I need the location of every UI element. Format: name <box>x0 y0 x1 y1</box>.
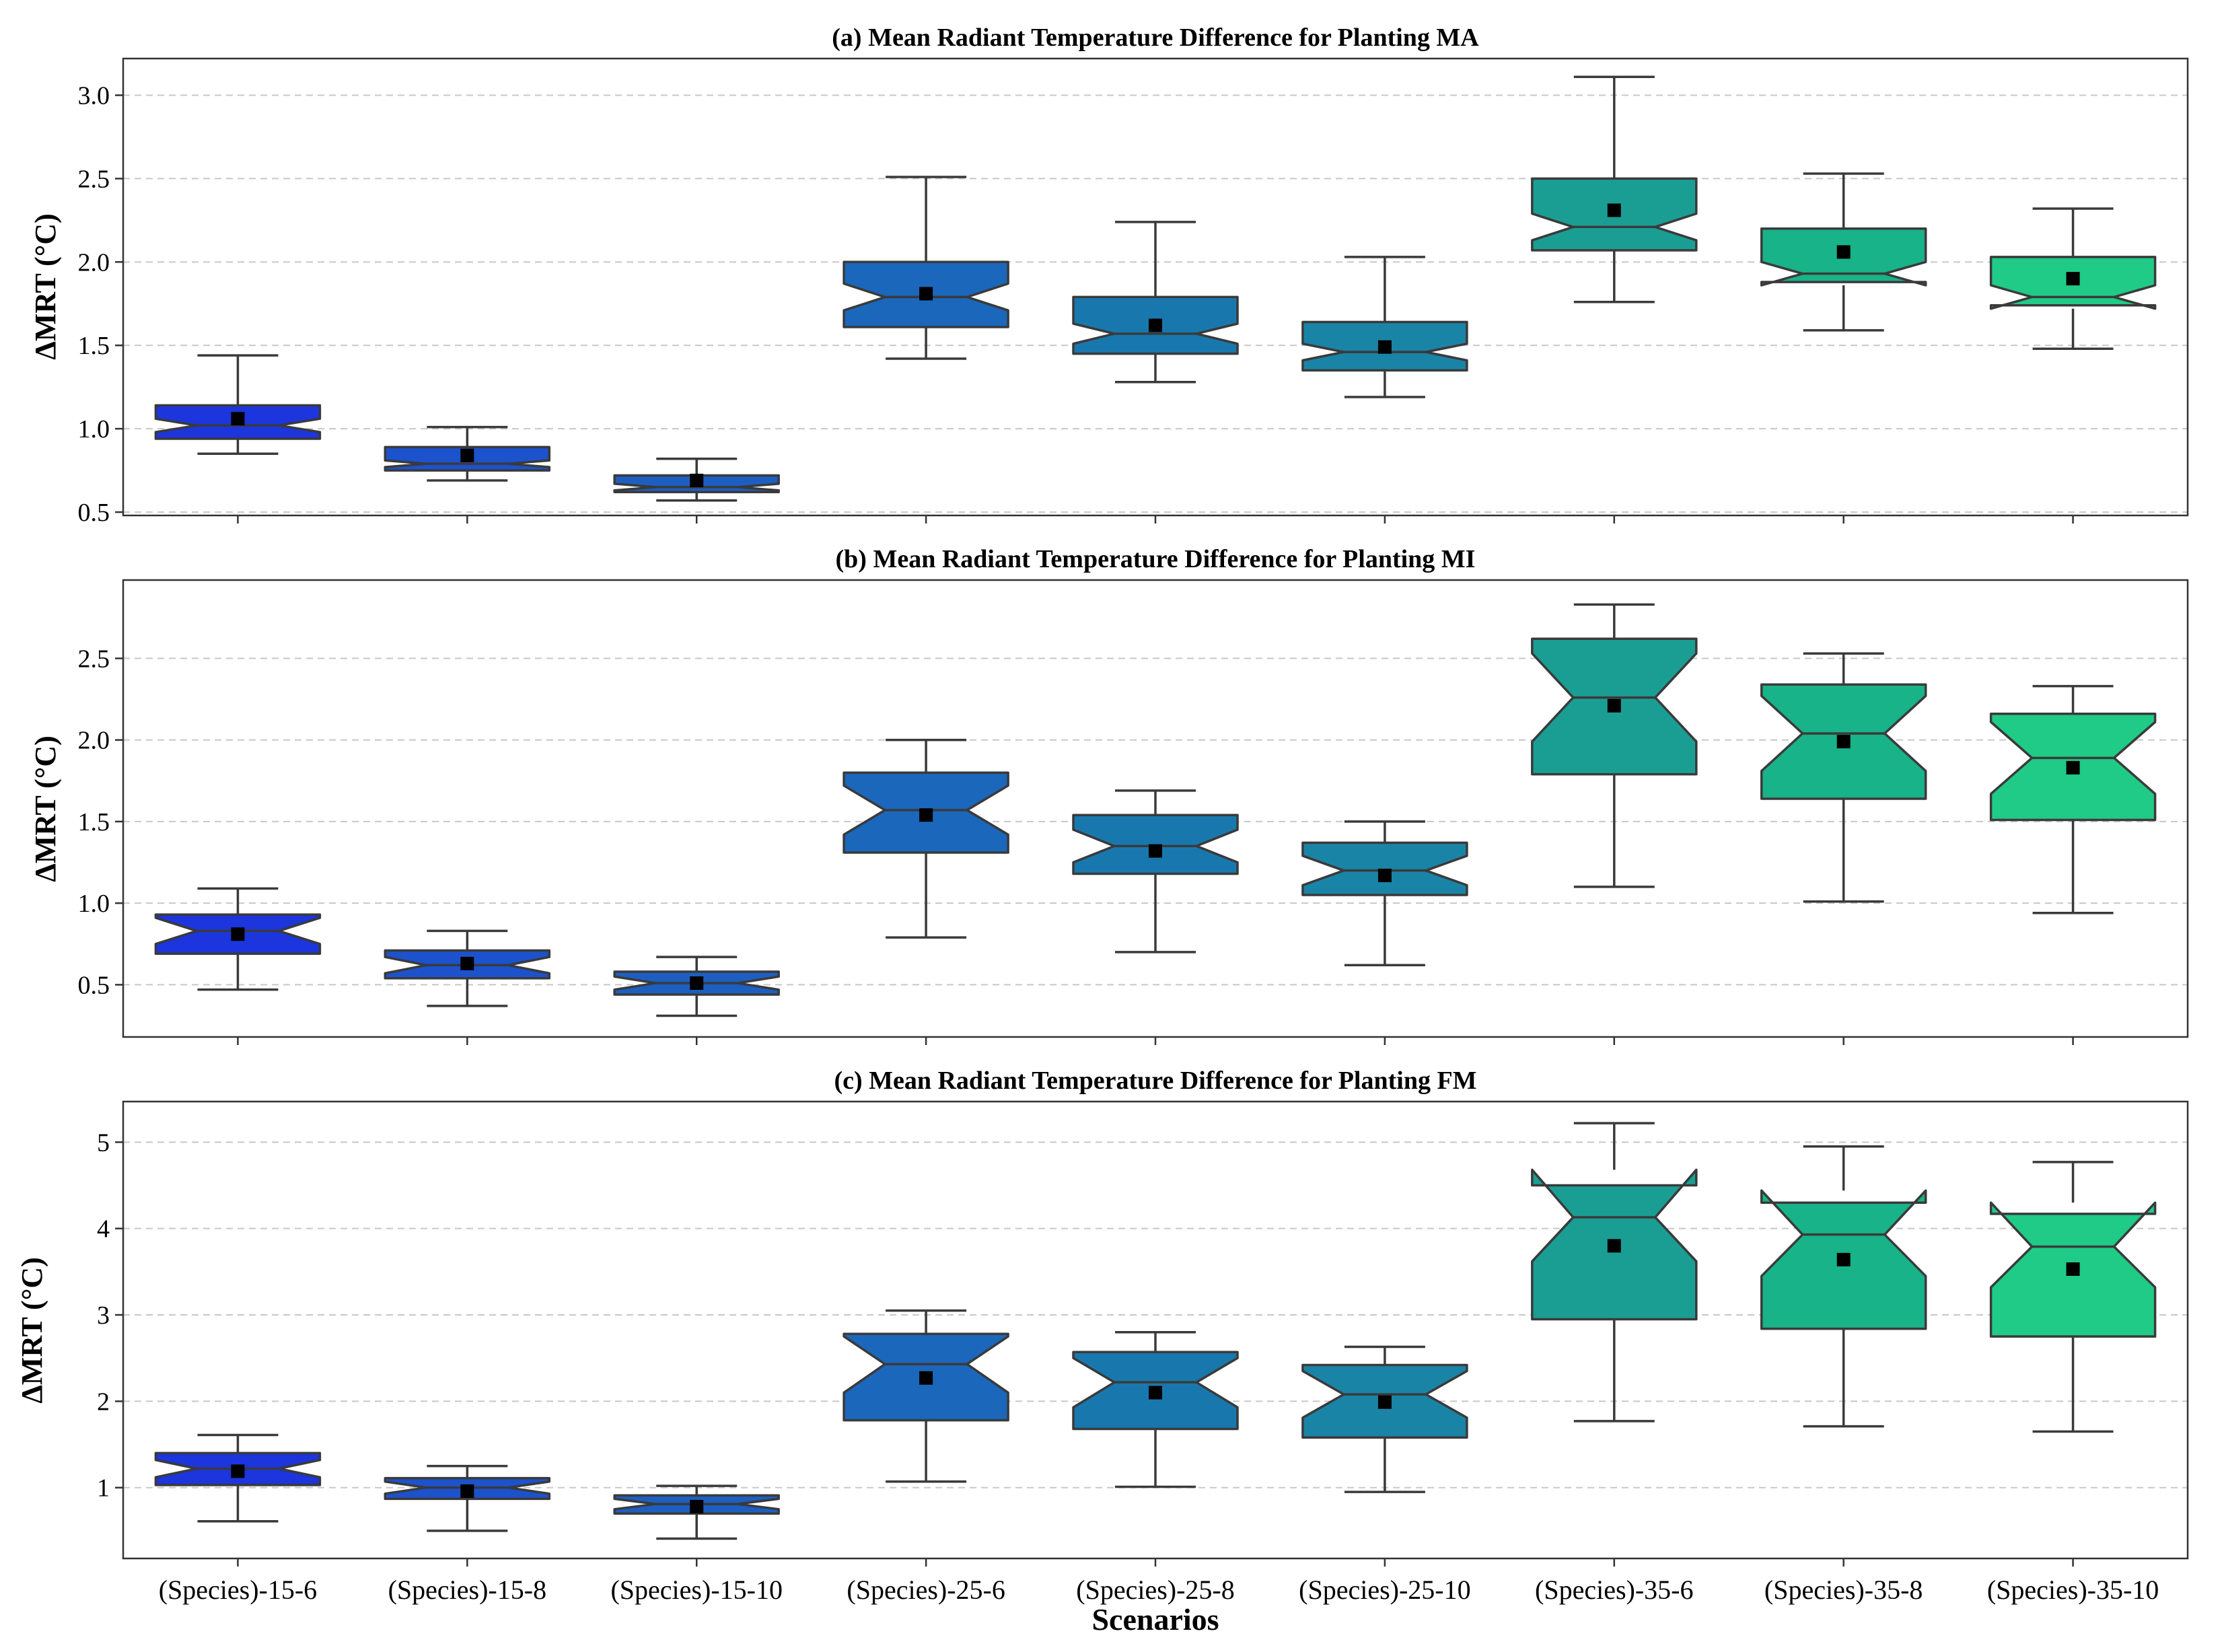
mean-marker <box>1607 1239 1621 1253</box>
mean-marker <box>919 1371 933 1385</box>
mean-marker <box>1836 245 1851 259</box>
y-ticks: 0.5 1.0 1.5 2.0 2.5 <box>78 645 123 999</box>
x-tick-labels: (Species)-15-6 (Species)-15-8 (Species)-15… <box>159 1575 2159 1605</box>
chart-title: (c) Mean Radiant Temperature Difference … <box>834 1067 1476 1095</box>
x-tick-label: (Species)-15-8 <box>388 1575 546 1605</box>
panel-c: (c) Mean Radiant Temperature Difference … <box>15 1067 2189 1637</box>
mean-marker <box>919 808 933 822</box>
mean-marker <box>1607 698 1621 713</box>
mean-marker <box>1836 735 1851 749</box>
mean-marker <box>690 976 704 990</box>
boxes <box>154 603 2157 1017</box>
y-tick-label: 1.5 <box>78 332 110 360</box>
chart-title: (a) Mean Radiant Temperature Difference … <box>832 24 1479 52</box>
x-axis-label: Scenarios <box>1091 1602 1219 1637</box>
x-tick-label: (Species)-35-6 <box>1535 1575 1693 1605</box>
y-tick-label: 1.0 <box>78 890 110 918</box>
mean-marker <box>1149 1386 1162 1400</box>
mean-marker <box>1149 318 1162 332</box>
x-tick-label: (Species)-15-6 <box>159 1575 317 1605</box>
mean-marker <box>1607 203 1621 217</box>
y-tick-label: 5 <box>97 1128 110 1157</box>
y-tick-label: 1.5 <box>78 808 110 836</box>
y-axis-label: ΔMRT (°C) <box>29 213 62 360</box>
mean-marker <box>690 473 704 487</box>
mean-marker <box>1149 844 1162 858</box>
x-tick-label: (Species)-25-10 <box>1299 1575 1470 1605</box>
mean-marker <box>690 1499 704 1513</box>
x-ticks <box>237 515 2074 524</box>
y-ticks: 1 2 3 4 5 <box>97 1128 123 1503</box>
y-ticks: 0.5 1.0 1.5 2.0 2.5 3.0 <box>78 82 123 527</box>
y-tick-label: 0.5 <box>78 971 110 999</box>
mean-marker <box>1377 868 1392 882</box>
boxes <box>154 1122 2157 1540</box>
y-tick-label: 2.0 <box>78 248 110 277</box>
x-tick-label: (Species)-35-8 <box>1764 1575 1923 1605</box>
y-tick-label: 1 <box>97 1474 110 1503</box>
mean-marker <box>231 412 245 426</box>
y-tick-label: 0.5 <box>78 499 110 527</box>
x-tick-label: (Species)-25-8 <box>1076 1575 1234 1605</box>
panel-b: (b) Mean Radiant Temperature Difference … <box>29 545 2189 1045</box>
x-tick-label: (Species)-25-6 <box>847 1575 1005 1605</box>
mean-marker <box>231 927 245 941</box>
mean-marker <box>1377 1395 1392 1409</box>
y-tick-label: 2.0 <box>78 727 110 755</box>
mean-marker <box>460 448 474 462</box>
y-tick-label: 2 <box>97 1388 110 1416</box>
x-ticks <box>237 1037 2074 1045</box>
y-tick-label: 4 <box>97 1215 110 1244</box>
mean-marker <box>2066 1262 2080 1277</box>
y-axis-label: ΔMRT (°C) <box>15 1257 48 1404</box>
mean-marker <box>2066 272 2080 286</box>
mean-marker <box>460 956 474 970</box>
panel-a: (a) Mean Radiant Temperature Difference … <box>29 24 2189 527</box>
mean-marker <box>231 1464 245 1478</box>
x-tick-label: (Species)-15-10 <box>610 1575 782 1605</box>
x-ticks <box>237 1558 2074 1567</box>
x-tick-label: (Species)-35-10 <box>1987 1575 2159 1605</box>
mean-marker <box>460 1484 474 1498</box>
mean-marker <box>2066 760 2080 775</box>
mean-marker <box>1836 1252 1851 1266</box>
mean-marker <box>919 287 933 301</box>
y-tick-label: 1.0 <box>78 415 110 443</box>
y-tick-label: 3 <box>97 1301 110 1330</box>
y-tick-label: 2.5 <box>78 165 110 193</box>
y-axis-label: ΔMRT (°C) <box>29 735 62 882</box>
chart-title: (b) Mean Radiant Temperature Difference … <box>836 545 1476 573</box>
y-tick-label: 3.0 <box>78 82 110 110</box>
y-tick-label: 2.5 <box>78 645 110 673</box>
boxes <box>154 75 2157 502</box>
mean-marker <box>1377 340 1392 354</box>
